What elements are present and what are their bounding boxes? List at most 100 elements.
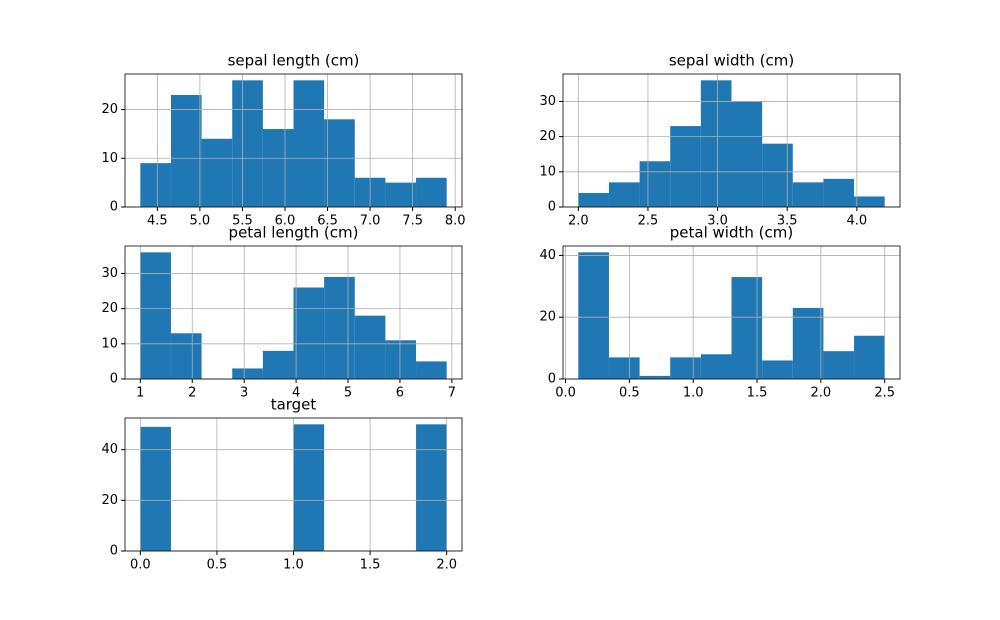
x-tick-label: 0.5 bbox=[619, 386, 640, 401]
bar bbox=[354, 315, 386, 379]
x-tick-label: 2 bbox=[188, 386, 196, 401]
x-tick-label: 2.0 bbox=[568, 214, 589, 229]
bar bbox=[639, 375, 671, 379]
y-tick-label: 20 bbox=[101, 102, 118, 117]
bar bbox=[762, 360, 793, 379]
bar bbox=[416, 424, 447, 551]
x-tick-label: 2.5 bbox=[638, 214, 659, 229]
bar bbox=[731, 101, 763, 207]
bar bbox=[232, 368, 263, 379]
bar bbox=[140, 426, 171, 551]
bar bbox=[140, 252, 171, 379]
y-tick-label: 40 bbox=[539, 248, 556, 263]
x-tick-label: 3 bbox=[240, 386, 248, 401]
x-tick-label: 4.5 bbox=[147, 214, 168, 229]
bar bbox=[608, 357, 640, 379]
x-tick-label: 8.0 bbox=[445, 214, 466, 229]
y-tick-label: 10 bbox=[539, 164, 556, 179]
bar bbox=[170, 333, 202, 379]
bar bbox=[293, 80, 325, 207]
axes-frame bbox=[562, 73, 901, 208]
x-tick-label: 3.5 bbox=[777, 214, 798, 229]
subplot-title: target bbox=[271, 396, 317, 414]
bar bbox=[293, 424, 325, 551]
bar bbox=[762, 143, 793, 207]
bar bbox=[608, 182, 640, 207]
bar bbox=[324, 119, 355, 207]
x-tick-label: 6.5 bbox=[317, 214, 338, 229]
bar bbox=[670, 357, 701, 379]
y-tick-label: 0 bbox=[110, 372, 118, 387]
y-tick-label: 30 bbox=[539, 94, 556, 109]
bar bbox=[854, 335, 885, 379]
bar bbox=[262, 129, 294, 207]
y-tick-label: 10 bbox=[101, 336, 118, 351]
bar bbox=[823, 178, 855, 207]
subplot-title: petal length (cm) bbox=[229, 224, 359, 242]
y-tick-label: 10 bbox=[101, 151, 118, 166]
bar bbox=[792, 307, 824, 379]
y-tick-label: 0 bbox=[548, 372, 556, 387]
y-tick-label: 20 bbox=[101, 493, 118, 508]
bar bbox=[385, 340, 417, 379]
x-tick-label: 7.5 bbox=[402, 214, 423, 229]
x-tick-label: 1 bbox=[136, 386, 144, 401]
bar bbox=[416, 177, 447, 207]
axes-frame bbox=[124, 417, 463, 552]
y-tick-label: 20 bbox=[101, 301, 118, 316]
x-tick-label: 1.0 bbox=[683, 386, 704, 401]
y-tick-label: 20 bbox=[539, 129, 556, 144]
x-tick-label: 4.0 bbox=[846, 214, 867, 229]
x-tick-label: 2.5 bbox=[874, 386, 895, 401]
bar bbox=[639, 161, 671, 207]
bar bbox=[792, 182, 824, 207]
x-tick-label: 3.0 bbox=[707, 214, 728, 229]
bar bbox=[232, 80, 263, 207]
x-tick-label: 1.5 bbox=[747, 386, 768, 401]
axes-frame bbox=[124, 73, 463, 208]
bar bbox=[170, 94, 202, 207]
bar bbox=[700, 354, 732, 379]
bar bbox=[201, 138, 233, 207]
x-tick-label: 0.0 bbox=[130, 558, 151, 573]
y-tick-label: 0 bbox=[110, 200, 118, 215]
bar bbox=[416, 361, 447, 379]
x-tick-label: 7.0 bbox=[360, 214, 381, 229]
x-tick-label: 4 bbox=[292, 386, 300, 401]
bar bbox=[262, 350, 294, 379]
y-tick-label: 40 bbox=[101, 442, 118, 457]
bar bbox=[385, 182, 417, 207]
bar bbox=[578, 192, 609, 207]
x-tick-label: 7 bbox=[448, 386, 456, 401]
x-tick-label: 5.0 bbox=[190, 214, 211, 229]
x-tick-label: 6 bbox=[396, 386, 404, 401]
subplot-title: sepal length (cm) bbox=[228, 52, 360, 70]
subplot-title: petal width (cm) bbox=[670, 224, 793, 242]
x-tick-label: 2.0 bbox=[436, 558, 457, 573]
x-tick-label: 1.5 bbox=[360, 558, 381, 573]
axes-frame bbox=[562, 245, 901, 380]
y-tick-label: 0 bbox=[110, 544, 118, 559]
x-tick-label: 6.0 bbox=[275, 214, 296, 229]
bar bbox=[854, 196, 885, 207]
y-tick-label: 30 bbox=[101, 266, 118, 281]
bar bbox=[731, 277, 763, 379]
x-tick-label: 2.0 bbox=[811, 386, 832, 401]
x-tick-label: 0.5 bbox=[207, 558, 228, 573]
bar bbox=[578, 252, 609, 379]
y-tick-label: 0 bbox=[548, 200, 556, 215]
subplot-title: sepal width (cm) bbox=[669, 52, 794, 70]
bar bbox=[670, 126, 701, 207]
bar bbox=[293, 287, 325, 379]
y-tick-label: 20 bbox=[539, 310, 556, 325]
bar bbox=[324, 276, 355, 379]
x-tick-label: 1.0 bbox=[283, 558, 304, 573]
x-tick-label: 5 bbox=[344, 386, 352, 401]
bar bbox=[700, 80, 732, 207]
x-tick-label: 0.0 bbox=[555, 386, 576, 401]
bar bbox=[140, 163, 171, 207]
bar bbox=[823, 351, 855, 379]
x-tick-label: 5.5 bbox=[232, 214, 253, 229]
axes-frame bbox=[124, 245, 463, 380]
